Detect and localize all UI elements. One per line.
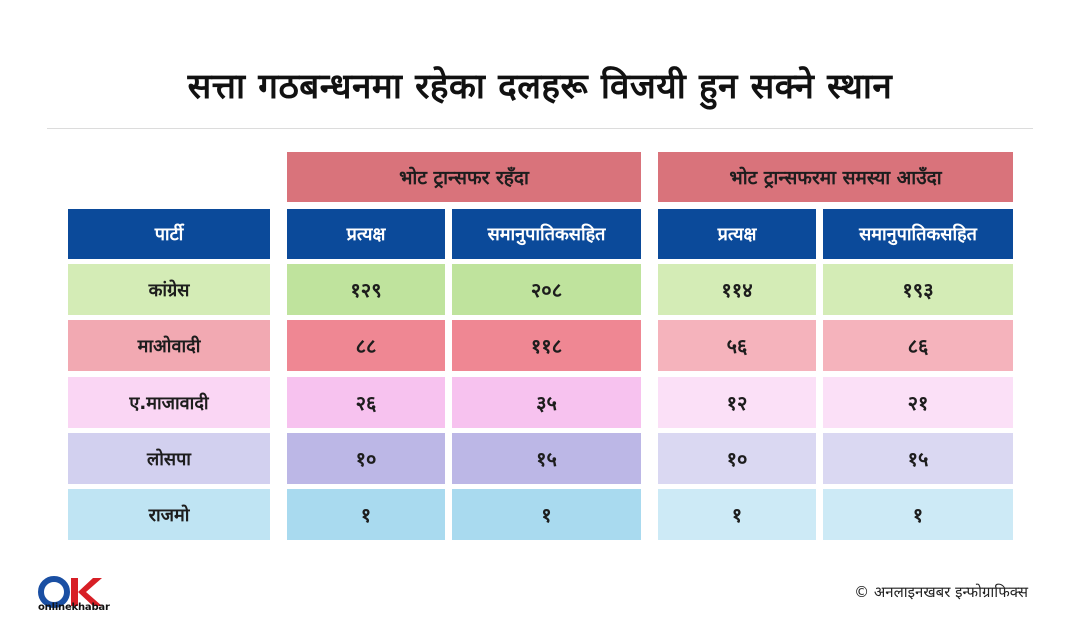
party-cell-ekikrit-samajwadi: ए.माजावादी xyxy=(68,377,270,428)
table-cell: १० xyxy=(658,433,816,484)
party-cell-maoist: माओवादी xyxy=(68,320,270,371)
party-cell-losapa: लोसपा xyxy=(68,433,270,484)
column-header-direct-2: प्रत्यक्ष xyxy=(658,209,816,259)
party-cell-congress: कांग्रेस xyxy=(68,264,270,315)
onlinekhabar-logo xyxy=(38,576,102,608)
table-cell: ११८ xyxy=(452,320,641,371)
table-cell: ८६ xyxy=(823,320,1013,371)
table-cell: ३५ xyxy=(452,377,641,428)
table-cell: ५६ xyxy=(658,320,816,371)
infographic-title: सत्ता गठबन्धनमा रहेका दलहरू विजयी हुन सक… xyxy=(187,67,893,107)
column-header-proportional-2: समानुपातिकसहित xyxy=(823,209,1013,259)
column-header-direct-1: प्रत्यक्ष xyxy=(287,209,445,259)
table-cell: १५ xyxy=(452,433,641,484)
credit-text: © अनलाइनखबर इन्फोग्राफिक्स xyxy=(854,583,1028,601)
party-cell-rajmo: राजमो xyxy=(68,489,270,540)
table-cell: १० xyxy=(287,433,445,484)
party-column-header: पार्टी xyxy=(68,209,270,259)
table-cell: १५ xyxy=(823,433,1013,484)
table-cell: २०८ xyxy=(452,264,641,315)
group-header-transfer-problem: भोट ट्रान्सफरमा समस्या आउँदा xyxy=(658,152,1013,202)
title-divider xyxy=(47,128,1033,129)
table-cell: २६ xyxy=(287,377,445,428)
table-cell: २१ xyxy=(823,377,1013,428)
table-cell: १ xyxy=(823,489,1013,540)
column-header-proportional-1: समानुपातिकसहित xyxy=(452,209,641,259)
group-header-with-transfer: भोट ट्रान्सफर रहँदा xyxy=(287,152,641,202)
table-cell: १९३ xyxy=(823,264,1013,315)
table-cell: १२ xyxy=(658,377,816,428)
table-cell: १ xyxy=(287,489,445,540)
table-cell: १ xyxy=(452,489,641,540)
table-cell: ११४ xyxy=(658,264,816,315)
logo-wordmark: onlinekhabar xyxy=(38,602,110,613)
table-cell: ८८ xyxy=(287,320,445,371)
table-cell: १२९ xyxy=(287,264,445,315)
table-cell: १ xyxy=(658,489,816,540)
